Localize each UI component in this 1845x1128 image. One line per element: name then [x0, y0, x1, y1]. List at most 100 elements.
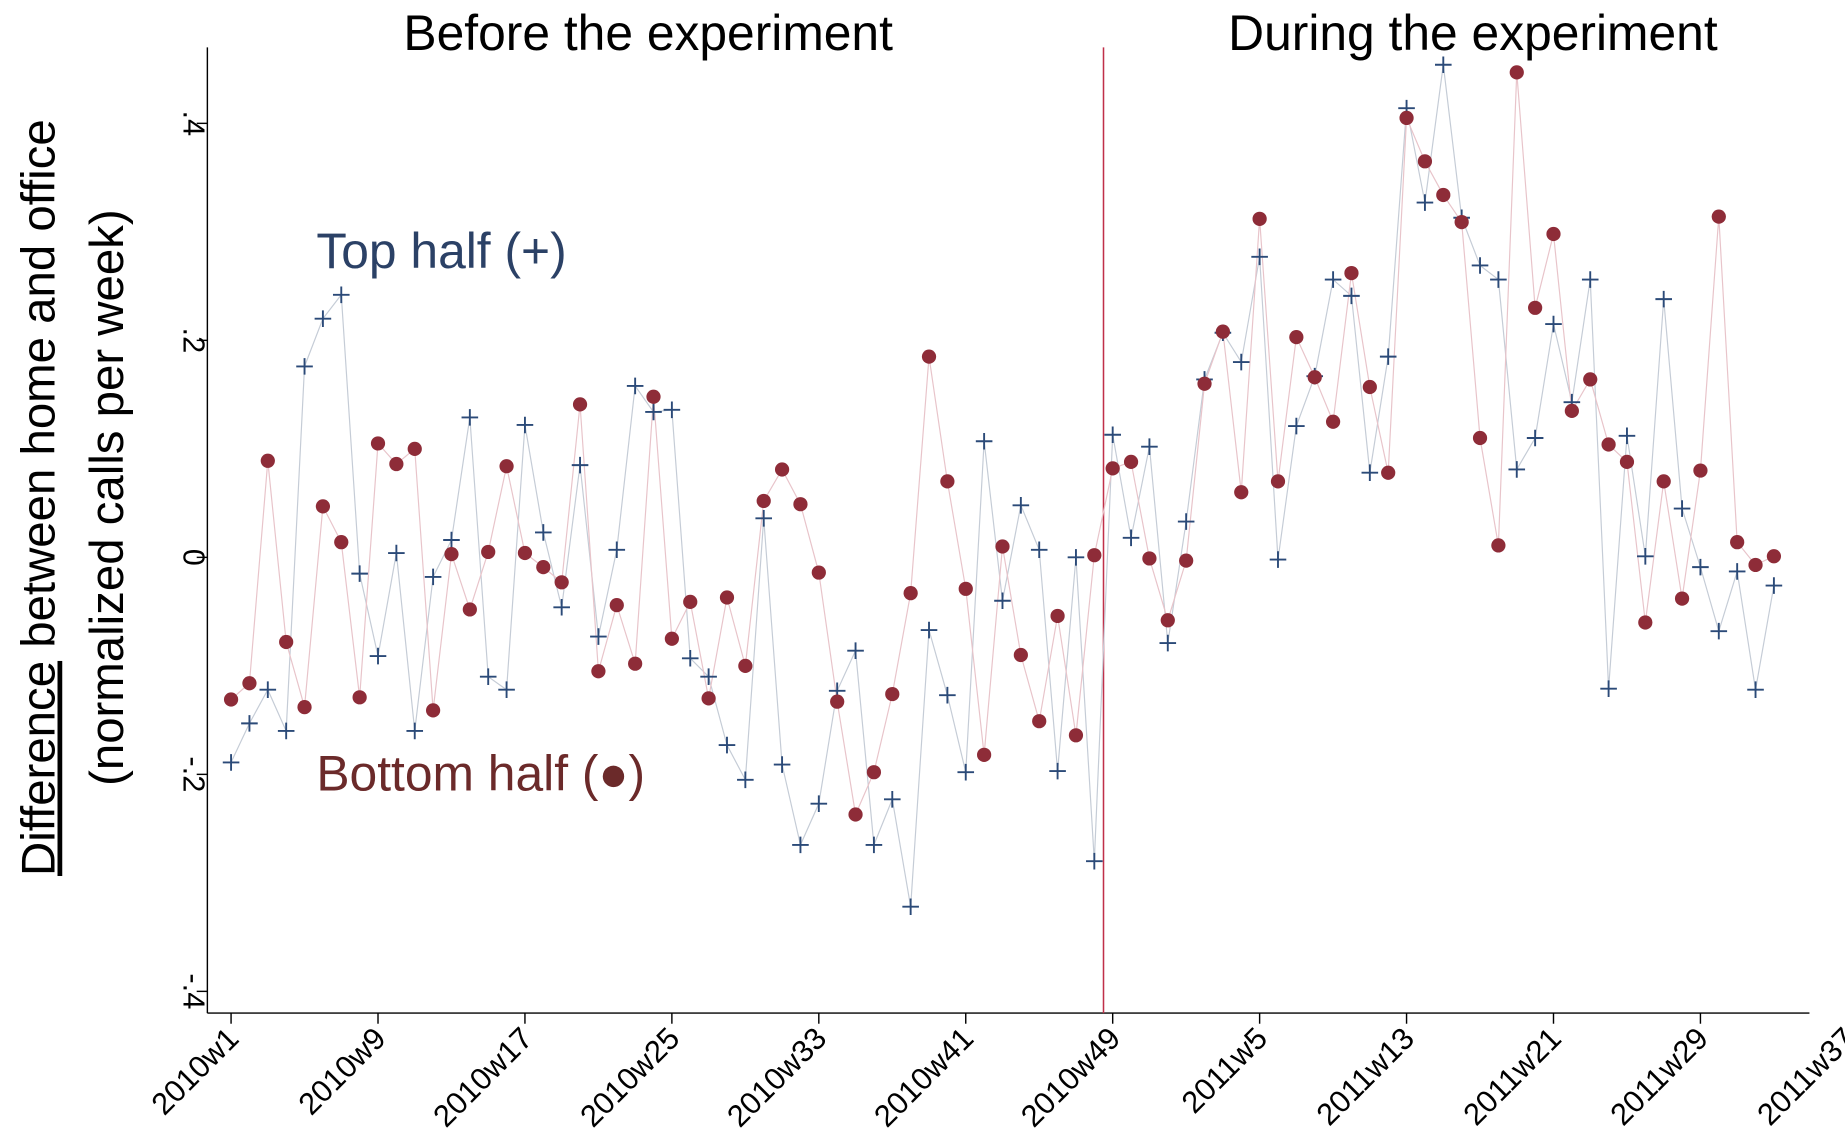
marker	[683, 594, 698, 609]
marker	[591, 664, 606, 679]
marker	[499, 459, 514, 474]
marker	[1049, 762, 1066, 780]
marker	[1638, 615, 1653, 630]
marker	[1526, 429, 1544, 447]
marker	[1270, 474, 1286, 489]
marker	[847, 642, 864, 659]
marker	[866, 765, 882, 780]
marker	[958, 581, 973, 596]
marker	[241, 715, 258, 732]
marker	[1068, 728, 1084, 743]
marker	[995, 539, 1010, 554]
marker	[1032, 714, 1047, 729]
marker	[1508, 461, 1526, 478]
marker	[1232, 353, 1250, 371]
marker	[940, 474, 955, 489]
marker	[1050, 608, 1065, 624]
marker	[479, 668, 497, 686]
marker	[957, 763, 975, 781]
marker	[1177, 513, 1195, 530]
marker	[755, 510, 773, 527]
marker	[369, 647, 387, 665]
marker	[738, 658, 753, 673]
marker	[443, 531, 460, 549]
marker	[297, 699, 312, 715]
marker	[1344, 265, 1359, 281]
marker	[1637, 547, 1654, 565]
marker	[1765, 577, 1783, 594]
marker	[1490, 271, 1507, 288]
marker	[1324, 271, 1342, 288]
marker	[553, 598, 570, 616]
x-tick-label: 2010w1	[144, 1021, 245, 1122]
marker	[1362, 379, 1377, 395]
marker	[259, 681, 277, 699]
marker	[1087, 548, 1102, 563]
marker	[1728, 563, 1746, 580]
marker	[902, 898, 919, 916]
marker	[406, 722, 424, 740]
marker	[1251, 248, 1268, 266]
marker	[1693, 463, 1708, 478]
marker	[1379, 348, 1397, 365]
marker	[810, 795, 828, 812]
marker	[222, 754, 240, 771]
marker	[223, 692, 239, 707]
marker	[1159, 634, 1177, 652]
y-tick-label: 0	[177, 549, 212, 566]
marker	[830, 694, 845, 709]
marker	[1730, 535, 1745, 550]
marker	[903, 586, 918, 601]
marker	[756, 493, 771, 509]
marker	[242, 676, 257, 691]
marker	[1545, 315, 1562, 333]
marker	[1435, 56, 1452, 74]
marker	[1142, 551, 1157, 566]
marker	[883, 791, 901, 808]
marker	[407, 441, 422, 456]
marker	[737, 771, 754, 789]
marker	[1269, 551, 1287, 568]
marker	[1600, 680, 1617, 697]
marker	[608, 541, 626, 559]
marker	[1122, 529, 1140, 547]
x-tick-label: 2010w49	[1014, 1021, 1127, 1128]
marker	[1546, 226, 1561, 242]
x-tick-label: 2010w33	[720, 1021, 833, 1128]
marker	[939, 686, 956, 704]
marker	[1086, 852, 1103, 870]
annotation: Top half (+)	[316, 223, 566, 279]
marker	[865, 836, 883, 854]
annotation: Before the experiment	[403, 5, 893, 61]
marker	[793, 497, 808, 512]
marker	[590, 628, 607, 645]
marker	[681, 649, 699, 667]
y-tick-label: -.2	[177, 756, 212, 792]
marker	[351, 565, 368, 582]
marker	[461, 409, 479, 426]
marker	[994, 592, 1011, 610]
annotation: Bottom half (●)	[316, 745, 645, 801]
marker	[1618, 427, 1636, 445]
marker	[1491, 538, 1506, 553]
marker	[425, 703, 441, 718]
marker	[389, 456, 404, 472]
y-tick-label: -.4	[177, 973, 212, 1009]
marker	[1747, 681, 1764, 699]
marker	[517, 545, 533, 561]
marker	[1581, 271, 1599, 288]
marker	[719, 590, 735, 605]
marker	[885, 686, 900, 702]
marker	[1655, 290, 1672, 308]
marker	[921, 349, 937, 364]
annotation: During the experiment	[1228, 5, 1718, 61]
marker	[1583, 372, 1598, 387]
marker	[700, 668, 717, 686]
x-tick-label: 2011w21	[1456, 1021, 1568, 1128]
marker	[1692, 558, 1709, 576]
marker	[1123, 454, 1139, 469]
marker	[535, 524, 552, 541]
marker	[462, 602, 477, 617]
marker	[1454, 214, 1469, 230]
marker	[1361, 464, 1379, 482]
